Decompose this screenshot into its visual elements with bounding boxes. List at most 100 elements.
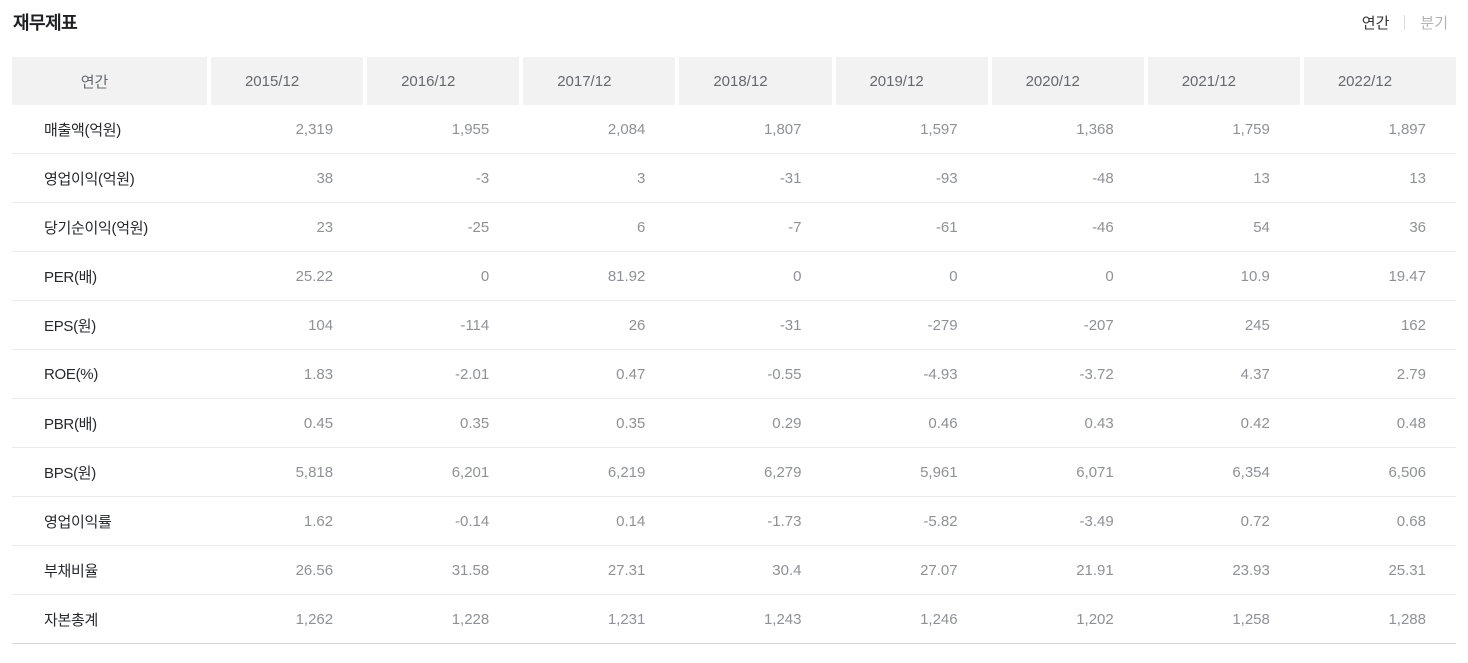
cell-value: 0.45 — [303, 414, 334, 432]
column-header-year: 2021/12 — [1147, 57, 1300, 105]
cell-value: -25 — [467, 218, 490, 236]
cell-value: 2,319 — [295, 120, 334, 138]
table-row: 매출액(억원) 2,319 1,955 2,084 1,807 1,597 1,368 1,7… — [12, 105, 1456, 154]
cell-value: -2.01 — [455, 365, 490, 383]
cell-value: -7 — [788, 218, 802, 236]
cell-value: 162 — [1400, 316, 1426, 334]
cell-value: 23 — [316, 218, 334, 236]
table-header-row: 연간 2015/12 2016/12 2017/12 2018/12 2019/12 202… — [12, 57, 1456, 105]
cell-value: -31 — [779, 169, 802, 187]
cell-value: 6,219 — [607, 463, 646, 481]
cell-value: 0.42 — [1240, 414, 1270, 432]
table-body: 매출액(억원) 2,319 1,955 2,084 1,807 1,597 1,368 1,7… — [12, 105, 1456, 644]
page-title: 재무제표 — [13, 13, 78, 33]
cell-value: 1,243 — [763, 610, 802, 628]
cell-value: 36 — [1409, 218, 1426, 236]
cell-value: -0.55 — [767, 365, 802, 383]
cell-value: 0 — [949, 267, 958, 285]
toggle-annual[interactable]: 연간 — [1361, 15, 1390, 32]
cell-value: 1,807 — [763, 120, 802, 138]
cell-value: 2,084 — [607, 120, 646, 138]
table-row: 영업이익(억원) 38 -3 3 -31 -93 -48 13 13 — [12, 154, 1456, 203]
cell-value: 10.9 — [1240, 267, 1270, 285]
cell-value: 13 — [1253, 169, 1270, 187]
cell-value: 1,897 — [1388, 120, 1426, 138]
cell-value: 1,258 — [1232, 610, 1270, 628]
cell-value: 26 — [628, 316, 646, 334]
table-row: PBR(배) 0.45 0.35 0.35 0.29 0.46 0.43 0.42 0.48 — [12, 399, 1456, 448]
table-row: 당기순이익(억원) 23 -25 6 -7 -61 -46 54 36 — [12, 203, 1456, 252]
cell-value: 0.43 — [1084, 414, 1114, 432]
cell-value: 5,961 — [920, 463, 958, 481]
cell-value: 1,202 — [1076, 610, 1114, 628]
cell-value: 6,354 — [1232, 463, 1270, 481]
cell-value: 1,246 — [920, 610, 958, 628]
row-label: ROE(%) — [44, 365, 99, 383]
cell-value: -3 — [475, 169, 490, 187]
cell-value: 104 — [308, 316, 334, 334]
cell-value: -48 — [1092, 169, 1114, 187]
row-label: 자본총계 — [44, 611, 99, 629]
cell-value: 27.31 — [607, 561, 646, 579]
cell-value: 6,279 — [763, 463, 802, 481]
cell-value: 13 — [1409, 169, 1426, 187]
cell-value: 6,071 — [1076, 463, 1114, 481]
cell-value: 1,368 — [1076, 120, 1114, 138]
column-header-year: 2018/12 — [679, 57, 832, 105]
cell-value: -4.93 — [923, 365, 958, 383]
financial-statements-table: 연간 2015/12 2016/12 2017/12 2018/12 2019/12 202… — [12, 57, 1456, 644]
cell-value: 5,818 — [295, 463, 334, 481]
table-row: BPS(원) 5,818 6,201 6,219 6,279 5,961 6,071 6,35… — [12, 448, 1456, 497]
row-label: 영업이익(억원) — [44, 170, 135, 188]
cell-value: 6,506 — [1388, 463, 1426, 481]
row-label: 부채비율 — [44, 562, 99, 580]
cell-value: 0 — [480, 267, 490, 285]
cell-value: 38 — [316, 169, 334, 187]
cell-value: -1.73 — [767, 512, 802, 530]
row-label: EPS(원) — [44, 317, 97, 335]
cell-value: 81.92 — [607, 267, 646, 285]
cell-value: -114 — [460, 316, 490, 334]
cell-value: -46 — [1092, 218, 1114, 236]
row-label: PER(배) — [44, 268, 97, 286]
row-label: 당기순이익(억원) — [44, 219, 148, 237]
cell-value: 1,231 — [607, 610, 646, 628]
cell-value: 4.37 — [1240, 365, 1270, 383]
cell-value: 0.35 — [460, 414, 490, 432]
column-header-period: 연간 — [12, 57, 207, 105]
toggle-quarterly[interactable]: 분기 — [1420, 15, 1448, 32]
cell-value: 2.79 — [1396, 365, 1426, 383]
cell-value: 0.47 — [616, 365, 646, 383]
row-label: 매출액(억원) — [44, 121, 121, 139]
column-header-year: 2017/12 — [523, 57, 676, 105]
cell-value: 0.48 — [1396, 414, 1426, 432]
cell-value: 0.68 — [1396, 512, 1426, 530]
table-row: 영업이익률 1.62 -0.14 0.14 -1.73 -5.82 -3.49 0.72 0.6… — [12, 497, 1456, 546]
cell-value: 1.83 — [303, 365, 334, 383]
row-label: BPS(원) — [44, 464, 97, 482]
cell-value: -3.49 — [1079, 512, 1114, 530]
column-header-year: 2019/12 — [835, 57, 988, 105]
cell-value: -3.72 — [1079, 365, 1114, 383]
cell-value: 1,288 — [1388, 610, 1426, 628]
table-row: 자본총계 1,262 1,228 1,231 1,243 1,246 1,202 1,258 1… — [12, 595, 1456, 644]
cell-value: 1,262 — [295, 610, 334, 628]
cell-value: 0.29 — [772, 414, 802, 432]
cell-value: -31 — [779, 316, 802, 334]
cell-value: 26.56 — [295, 561, 334, 579]
cell-value: 19.47 — [1388, 267, 1426, 285]
cell-value: 0.72 — [1240, 512, 1270, 530]
cell-value: -0.14 — [455, 512, 490, 530]
table-row: PER(배) 25.22 0 81.92 0 0 0 10.9 19.47 — [12, 252, 1456, 301]
cell-value: -5.82 — [923, 512, 958, 530]
cell-value: 6 — [637, 218, 646, 236]
cell-value: 0 — [1105, 267, 1114, 285]
cell-value: 1,955 — [451, 120, 490, 138]
table-row: ROE(%) 1.83 -2.01 0.47 -0.55 -4.93 -3.72 4.37 2.… — [12, 350, 1456, 399]
cell-value: 6,201 — [451, 463, 490, 481]
cell-value: -93 — [935, 169, 958, 187]
cell-value: -207 — [1083, 316, 1114, 334]
cell-value: -61 — [935, 218, 958, 236]
cell-value: 25.22 — [295, 267, 334, 285]
period-toggle: 연간 분기 — [1362, 12, 1448, 33]
